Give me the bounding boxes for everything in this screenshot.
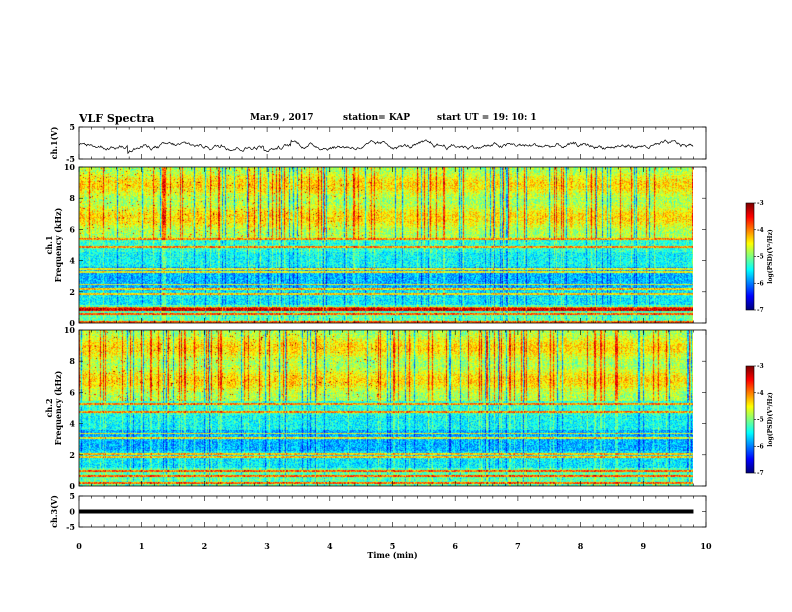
colorbar-tick-label: -3 [757, 200, 764, 207]
x-tick-label: 3 [264, 541, 270, 551]
colorbar-tick-label: -3 [757, 363, 764, 370]
x-tick-label: 10 [700, 541, 712, 551]
date-label: Mar.9 , 2017 [250, 113, 314, 123]
y-tick-label: -5 [66, 522, 75, 532]
colorbar-tick-label: -5 [757, 254, 764, 261]
x-tick-label: 6 [452, 541, 458, 551]
y-tick-label: 0 [69, 318, 75, 328]
x-tick-label: 4 [327, 541, 333, 551]
x-axis-label: Time (min) [367, 550, 417, 560]
x-tick-label: 9 [641, 541, 647, 551]
y-tick-label: 10 [64, 325, 76, 335]
ch2-frequency-label: Frequency (kHz) [53, 370, 63, 445]
x-tick-label: 5 [390, 541, 396, 551]
ch3-voltage-label: ch.3(V) [49, 495, 59, 528]
ch1-voltage-label: ch.1(V) [49, 126, 59, 159]
y-tick-label: 0 [69, 507, 75, 517]
y-tick-label: 8 [69, 193, 75, 203]
station-label: station= KAP [343, 113, 411, 123]
spectrogram-ch2 [79, 330, 693, 486]
colorbar-tick-label: -4 [757, 227, 764, 234]
y-tick-label: 2 [69, 287, 75, 297]
ch2-channel-label: ch.2 [44, 398, 54, 417]
colorbar-tick-label: -6 [757, 443, 764, 450]
colorbar-tick-label: -7 [757, 307, 764, 314]
x-tick-label: 2 [202, 541, 208, 551]
spectrogram-ch1 [79, 167, 693, 323]
y-tick-label: 4 [69, 419, 75, 429]
y-tick-label: 4 [69, 256, 75, 266]
colorbar-label: log(PSD)(V²/Hz) [767, 229, 774, 284]
ch1-waveform-line [78, 139, 694, 155]
colorbar-tick-label: -6 [757, 280, 764, 287]
x-tick-label: 0 [76, 541, 82, 551]
x-tick-label: 8 [578, 541, 584, 551]
ch1-frequency-label: Frequency (kHz) [53, 207, 63, 282]
colorbar-tick-label: -7 [757, 470, 764, 477]
y-tick-label: 2 [69, 450, 75, 460]
colorbar-1 [746, 203, 754, 310]
y-tick-label: 6 [69, 224, 75, 234]
colorbar-label: log(PSD)(V²/Hz) [767, 392, 774, 447]
y-tick-label: 0 [69, 481, 75, 491]
y-tick-label: -5 [66, 154, 75, 164]
start-ut-label: start UT = 19: 10: 1 [437, 113, 537, 123]
ch1-channel-label: ch.1 [44, 235, 54, 254]
y-tick-label: 5 [69, 491, 75, 501]
x-tick-label: 1 [139, 541, 145, 551]
x-tick-label: 7 [515, 541, 521, 551]
y-tick-label: 6 [69, 387, 75, 397]
colorbar-2 [746, 366, 754, 473]
y-tick-label: 8 [69, 356, 75, 366]
colorbar-tick-label: -5 [757, 417, 764, 424]
colorbar-tick-label: -4 [757, 390, 764, 397]
y-tick-label: 10 [64, 162, 76, 172]
chart-title: VLF Spectra [79, 112, 155, 125]
y-tick-label: 5 [69, 122, 75, 132]
